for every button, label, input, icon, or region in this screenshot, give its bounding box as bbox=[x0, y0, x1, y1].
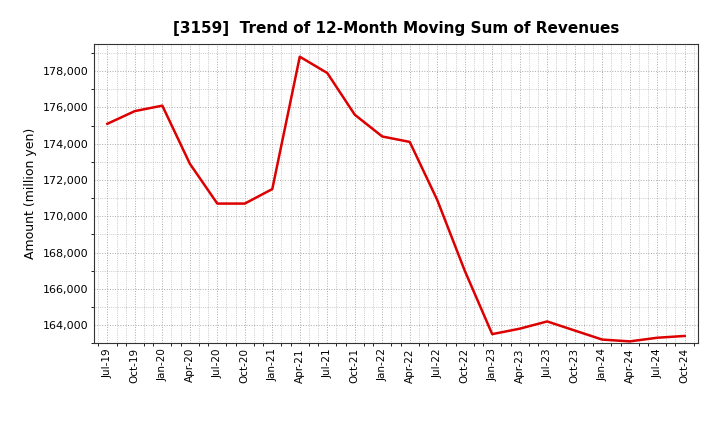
Title: [3159]  Trend of 12-Month Moving Sum of Revenues: [3159] Trend of 12-Month Moving Sum of R… bbox=[173, 21, 619, 36]
Y-axis label: Amount (million yen): Amount (million yen) bbox=[24, 128, 37, 259]
